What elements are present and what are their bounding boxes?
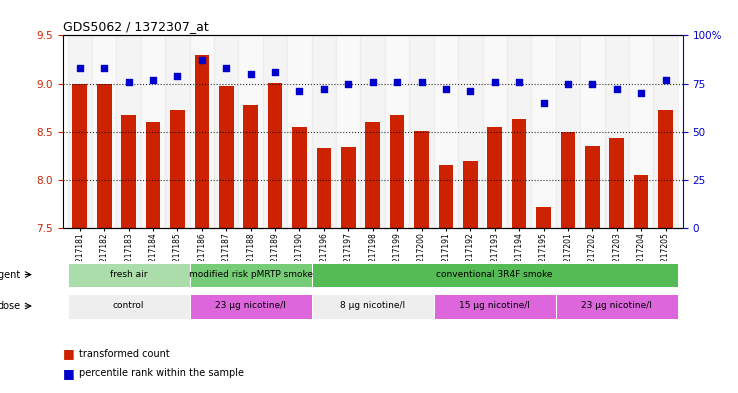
Bar	[190, 294, 311, 319]
Bar	[141, 35, 165, 228]
Bar	[117, 35, 141, 228]
Bar	[190, 263, 311, 287]
Bar	[219, 86, 233, 228]
Point	[391, 79, 403, 85]
Point	[489, 79, 500, 85]
Bar	[434, 294, 556, 319]
Bar	[463, 160, 477, 228]
Bar	[483, 35, 507, 228]
Point	[587, 80, 599, 86]
Text: percentile rank within the sample: percentile rank within the sample	[79, 368, 244, 378]
Bar	[68, 35, 92, 228]
Text: control: control	[113, 301, 145, 310]
Bar	[531, 35, 556, 228]
Bar	[634, 175, 649, 228]
Bar	[121, 115, 136, 228]
Bar	[238, 35, 263, 228]
Bar	[438, 165, 453, 228]
Point	[660, 77, 672, 83]
Point	[611, 86, 623, 92]
Bar	[537, 207, 551, 228]
Bar	[629, 35, 653, 228]
Bar	[365, 122, 380, 228]
Bar	[72, 83, 87, 228]
Bar	[268, 83, 283, 228]
Text: 23 μg nicotine/l: 23 μg nicotine/l	[215, 301, 286, 310]
Text: ■: ■	[63, 347, 75, 360]
Bar	[263, 35, 287, 228]
Bar	[287, 35, 311, 228]
Bar	[165, 35, 190, 228]
Point	[245, 71, 257, 77]
Point	[318, 86, 330, 92]
Point	[147, 77, 159, 83]
Bar	[97, 83, 111, 228]
Bar	[410, 35, 434, 228]
Bar	[311, 294, 434, 319]
Bar	[317, 148, 331, 228]
Bar	[311, 263, 677, 287]
Point	[415, 79, 427, 85]
Bar	[385, 35, 410, 228]
Point	[440, 86, 452, 92]
Bar	[434, 35, 458, 228]
Bar	[292, 127, 307, 228]
Bar	[341, 147, 356, 228]
Text: conventional 3R4F smoke: conventional 3R4F smoke	[436, 270, 553, 279]
Bar	[458, 35, 483, 228]
Bar	[92, 35, 117, 228]
Text: fresh air: fresh air	[110, 270, 148, 279]
Point	[635, 90, 647, 96]
Point	[464, 88, 476, 94]
Point	[367, 79, 379, 85]
Point	[562, 80, 574, 86]
Point	[513, 79, 525, 85]
Bar	[414, 131, 429, 228]
Bar	[195, 55, 209, 228]
Point	[537, 99, 549, 106]
Bar	[390, 115, 404, 228]
Text: agent: agent	[0, 270, 21, 279]
Bar	[653, 35, 677, 228]
Point	[98, 65, 110, 71]
Bar	[68, 294, 190, 319]
Bar	[556, 35, 580, 228]
Text: GDS5062 / 1372307_at: GDS5062 / 1372307_at	[63, 20, 208, 33]
Bar	[585, 146, 600, 228]
Bar	[170, 110, 184, 228]
Point	[294, 88, 306, 94]
Point	[74, 65, 86, 71]
Point	[171, 73, 183, 79]
Bar	[68, 263, 190, 287]
Point	[196, 57, 208, 64]
Text: 23 μg nicotine/l: 23 μg nicotine/l	[582, 301, 652, 310]
Bar	[556, 294, 677, 319]
Bar	[244, 105, 258, 228]
Bar	[512, 119, 526, 228]
Text: dose: dose	[0, 301, 21, 311]
Text: ■: ■	[63, 367, 75, 380]
Point	[269, 69, 281, 75]
Bar	[311, 35, 336, 228]
Bar	[610, 138, 624, 228]
Text: 8 μg nicotine/l: 8 μg nicotine/l	[340, 301, 405, 310]
Bar	[507, 35, 531, 228]
Bar	[360, 35, 385, 228]
Bar	[580, 35, 604, 228]
Text: 15 μg nicotine/l: 15 μg nicotine/l	[459, 301, 530, 310]
Text: modified risk pMRTP smoke: modified risk pMRTP smoke	[189, 270, 313, 279]
Text: transformed count: transformed count	[79, 349, 170, 359]
Bar	[214, 35, 238, 228]
Point	[342, 80, 354, 86]
Bar	[336, 35, 360, 228]
Point	[123, 79, 134, 85]
Bar	[487, 127, 502, 228]
Bar	[145, 122, 160, 228]
Bar	[561, 132, 575, 228]
Point	[221, 65, 232, 71]
Bar	[190, 35, 214, 228]
Bar	[604, 35, 629, 228]
Bar	[658, 110, 673, 228]
